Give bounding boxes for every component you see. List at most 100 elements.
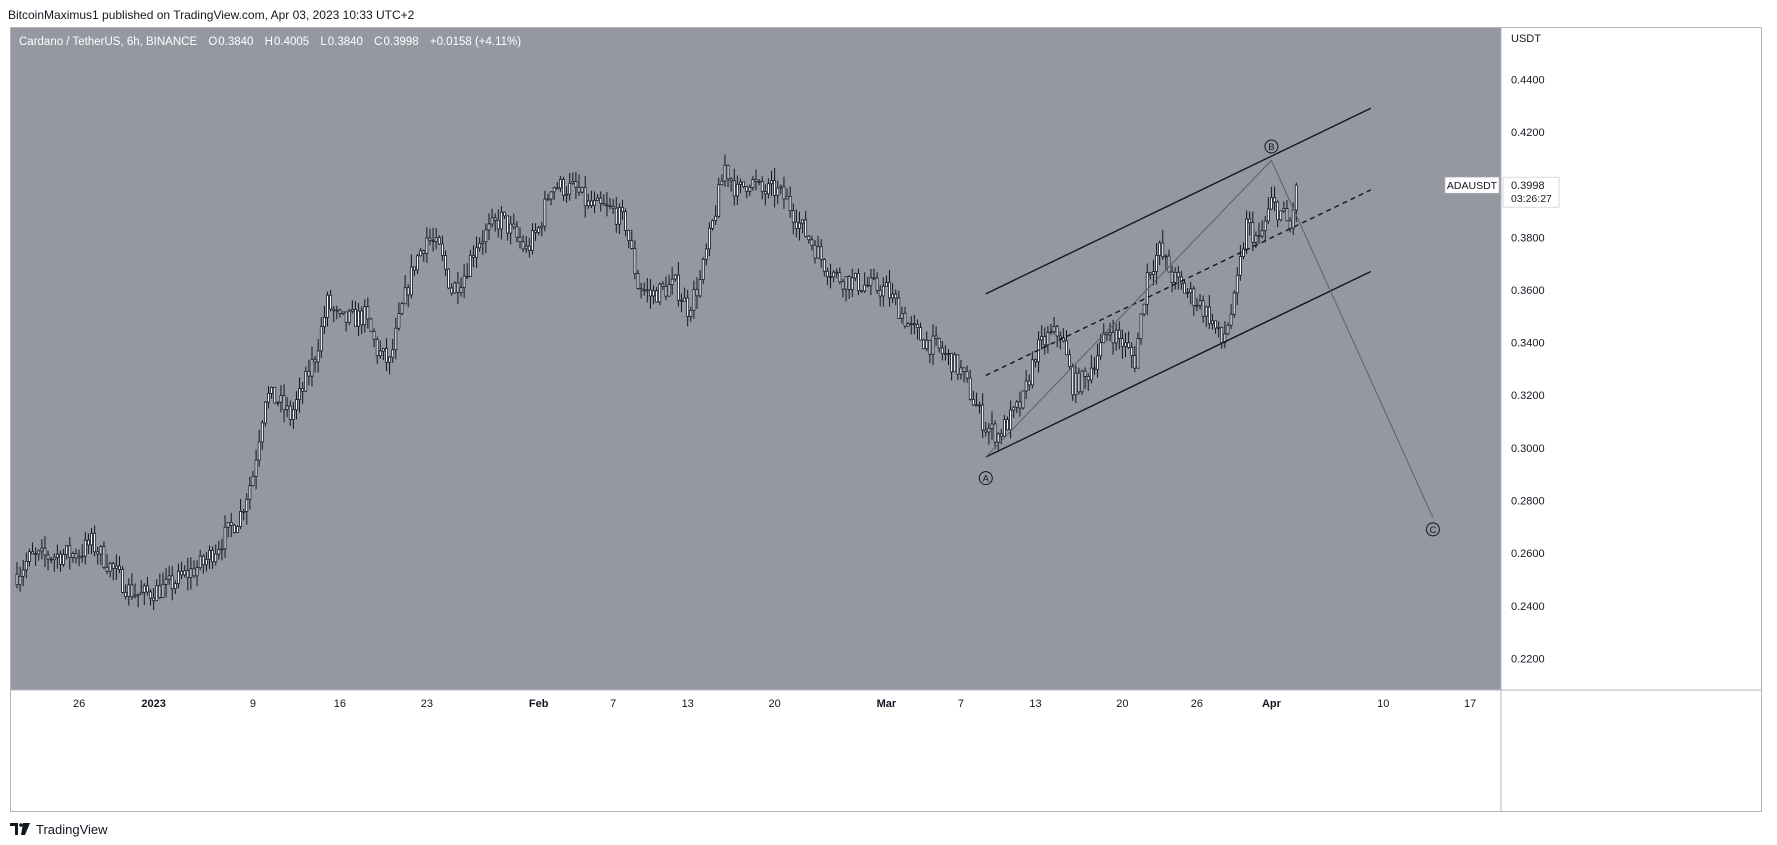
- candle-body: [385, 348, 388, 363]
- candle-body: [639, 288, 643, 291]
- candle-body: [673, 274, 677, 280]
- candle-body: [214, 553, 218, 563]
- candle-body: [847, 276, 851, 290]
- candle-body: [714, 215, 718, 222]
- candle-body: [1003, 419, 1006, 437]
- candle-body: [161, 583, 165, 598]
- candle-body: [347, 310, 351, 323]
- candle-body: [816, 246, 820, 259]
- candle-body: [453, 282, 457, 294]
- candle-body: [186, 570, 190, 578]
- candle-body: [1279, 210, 1283, 221]
- candle-body: [357, 310, 360, 327]
- time-tick-label: 26: [73, 698, 85, 710]
- candle-body: [1176, 271, 1180, 278]
- candle-body: [683, 297, 686, 302]
- candle-body: [1248, 218, 1252, 224]
- candle-body: [99, 546, 103, 555]
- candle-body: [1034, 359, 1037, 363]
- candle-body: [1055, 326, 1059, 337]
- candle-body: [1263, 220, 1267, 232]
- candle-body: [267, 393, 270, 403]
- candle-body: [102, 546, 106, 568]
- candle-body: [549, 191, 553, 200]
- candle-body: [71, 553, 75, 558]
- candle-body: [953, 354, 957, 373]
- candle-body: [487, 223, 491, 231]
- candle-body: [201, 555, 205, 566]
- candle-body: [335, 309, 339, 312]
- candle-body: [509, 223, 513, 234]
- price-chart[interactable]: ABCUSDT0.44000.42000.40000.38000.36000.3…: [11, 28, 1761, 811]
- candle-body: [919, 327, 922, 341]
- candle-body: [791, 210, 795, 223]
- candle-body: [1130, 347, 1134, 356]
- candle-body: [810, 239, 814, 246]
- candle-body: [630, 240, 634, 249]
- candle-body: [531, 230, 534, 251]
- candle-body: [1052, 326, 1056, 333]
- candle-body: [139, 591, 143, 595]
- candle-body: [170, 575, 174, 590]
- candle-body: [959, 367, 963, 375]
- candle-body: [77, 556, 81, 559]
- wave-path: [985, 159, 1434, 518]
- candle-body: [708, 227, 711, 250]
- candle-body: [934, 335, 938, 339]
- candle-body: [1257, 235, 1261, 238]
- candle-body: [981, 404, 985, 431]
- price-tick-label: 0.4400: [1511, 74, 1545, 86]
- candle-body: [798, 222, 801, 229]
- candle-body: [1117, 329, 1121, 339]
- candle-body: [686, 297, 690, 317]
- candle-body: [195, 567, 199, 577]
- high-value: 0.4005: [273, 36, 310, 48]
- candle-body: [897, 297, 901, 319]
- time-axis: 26 2023 9 16 23 Feb 7 13 20 Mar 7 13 20 26 Apr 10 17: [73, 698, 1476, 710]
- candle-body: [21, 569, 25, 577]
- wave-label-circle: [1264, 139, 1279, 154]
- candle-body: [878, 289, 882, 297]
- candle-body: [130, 584, 134, 598]
- candle-body: [1211, 320, 1214, 325]
- price-tick-label: 0.2800: [1511, 495, 1545, 507]
- candle-body: [593, 200, 596, 207]
- candle-body: [96, 551, 100, 555]
- candle-body: [273, 387, 277, 404]
- candle-body: [65, 545, 69, 555]
- candle-body: [422, 250, 426, 254]
- time-tick-label: 2023: [141, 698, 165, 710]
- candle-body: [794, 221, 798, 229]
- chart-frame[interactable]: ABCUSDT0.44000.42000.40000.38000.36000.3…: [10, 27, 1762, 812]
- candle-body: [527, 245, 531, 251]
- candle-body: [164, 578, 168, 585]
- candle-body: [428, 237, 432, 241]
- candle-body: [481, 241, 485, 244]
- candle-body: [90, 532, 93, 546]
- candle-body: [1108, 332, 1112, 336]
- candle-body: [676, 274, 680, 301]
- candle-body: [617, 207, 621, 225]
- candle-body: [270, 387, 274, 394]
- candle-body: [552, 187, 556, 193]
- price-tick-label: 0.2400: [1511, 601, 1545, 613]
- candle-body: [838, 272, 842, 283]
- candle-body: [242, 511, 246, 513]
- candle-body: [425, 237, 429, 254]
- candle-body: [1260, 230, 1264, 237]
- candle-body: [397, 313, 401, 329]
- candle-body: [183, 570, 187, 576]
- candle-body: [515, 226, 519, 238]
- candle-body: [354, 309, 357, 327]
- candle-body: [62, 554, 65, 565]
- candle-body: [1214, 320, 1217, 329]
- candle-body: [885, 282, 888, 287]
- candle-body: [574, 181, 578, 188]
- candle-body: [649, 289, 652, 297]
- price-tag-symbol-box: [1444, 176, 1500, 194]
- candle-body: [1173, 271, 1177, 283]
- ohlc-legend: Cardano / TetherUS, 6h, BINANCE O0.3840 …: [19, 34, 521, 50]
- candle-body: [748, 186, 752, 192]
- candle-body: [770, 180, 773, 185]
- candle-body: [701, 258, 705, 280]
